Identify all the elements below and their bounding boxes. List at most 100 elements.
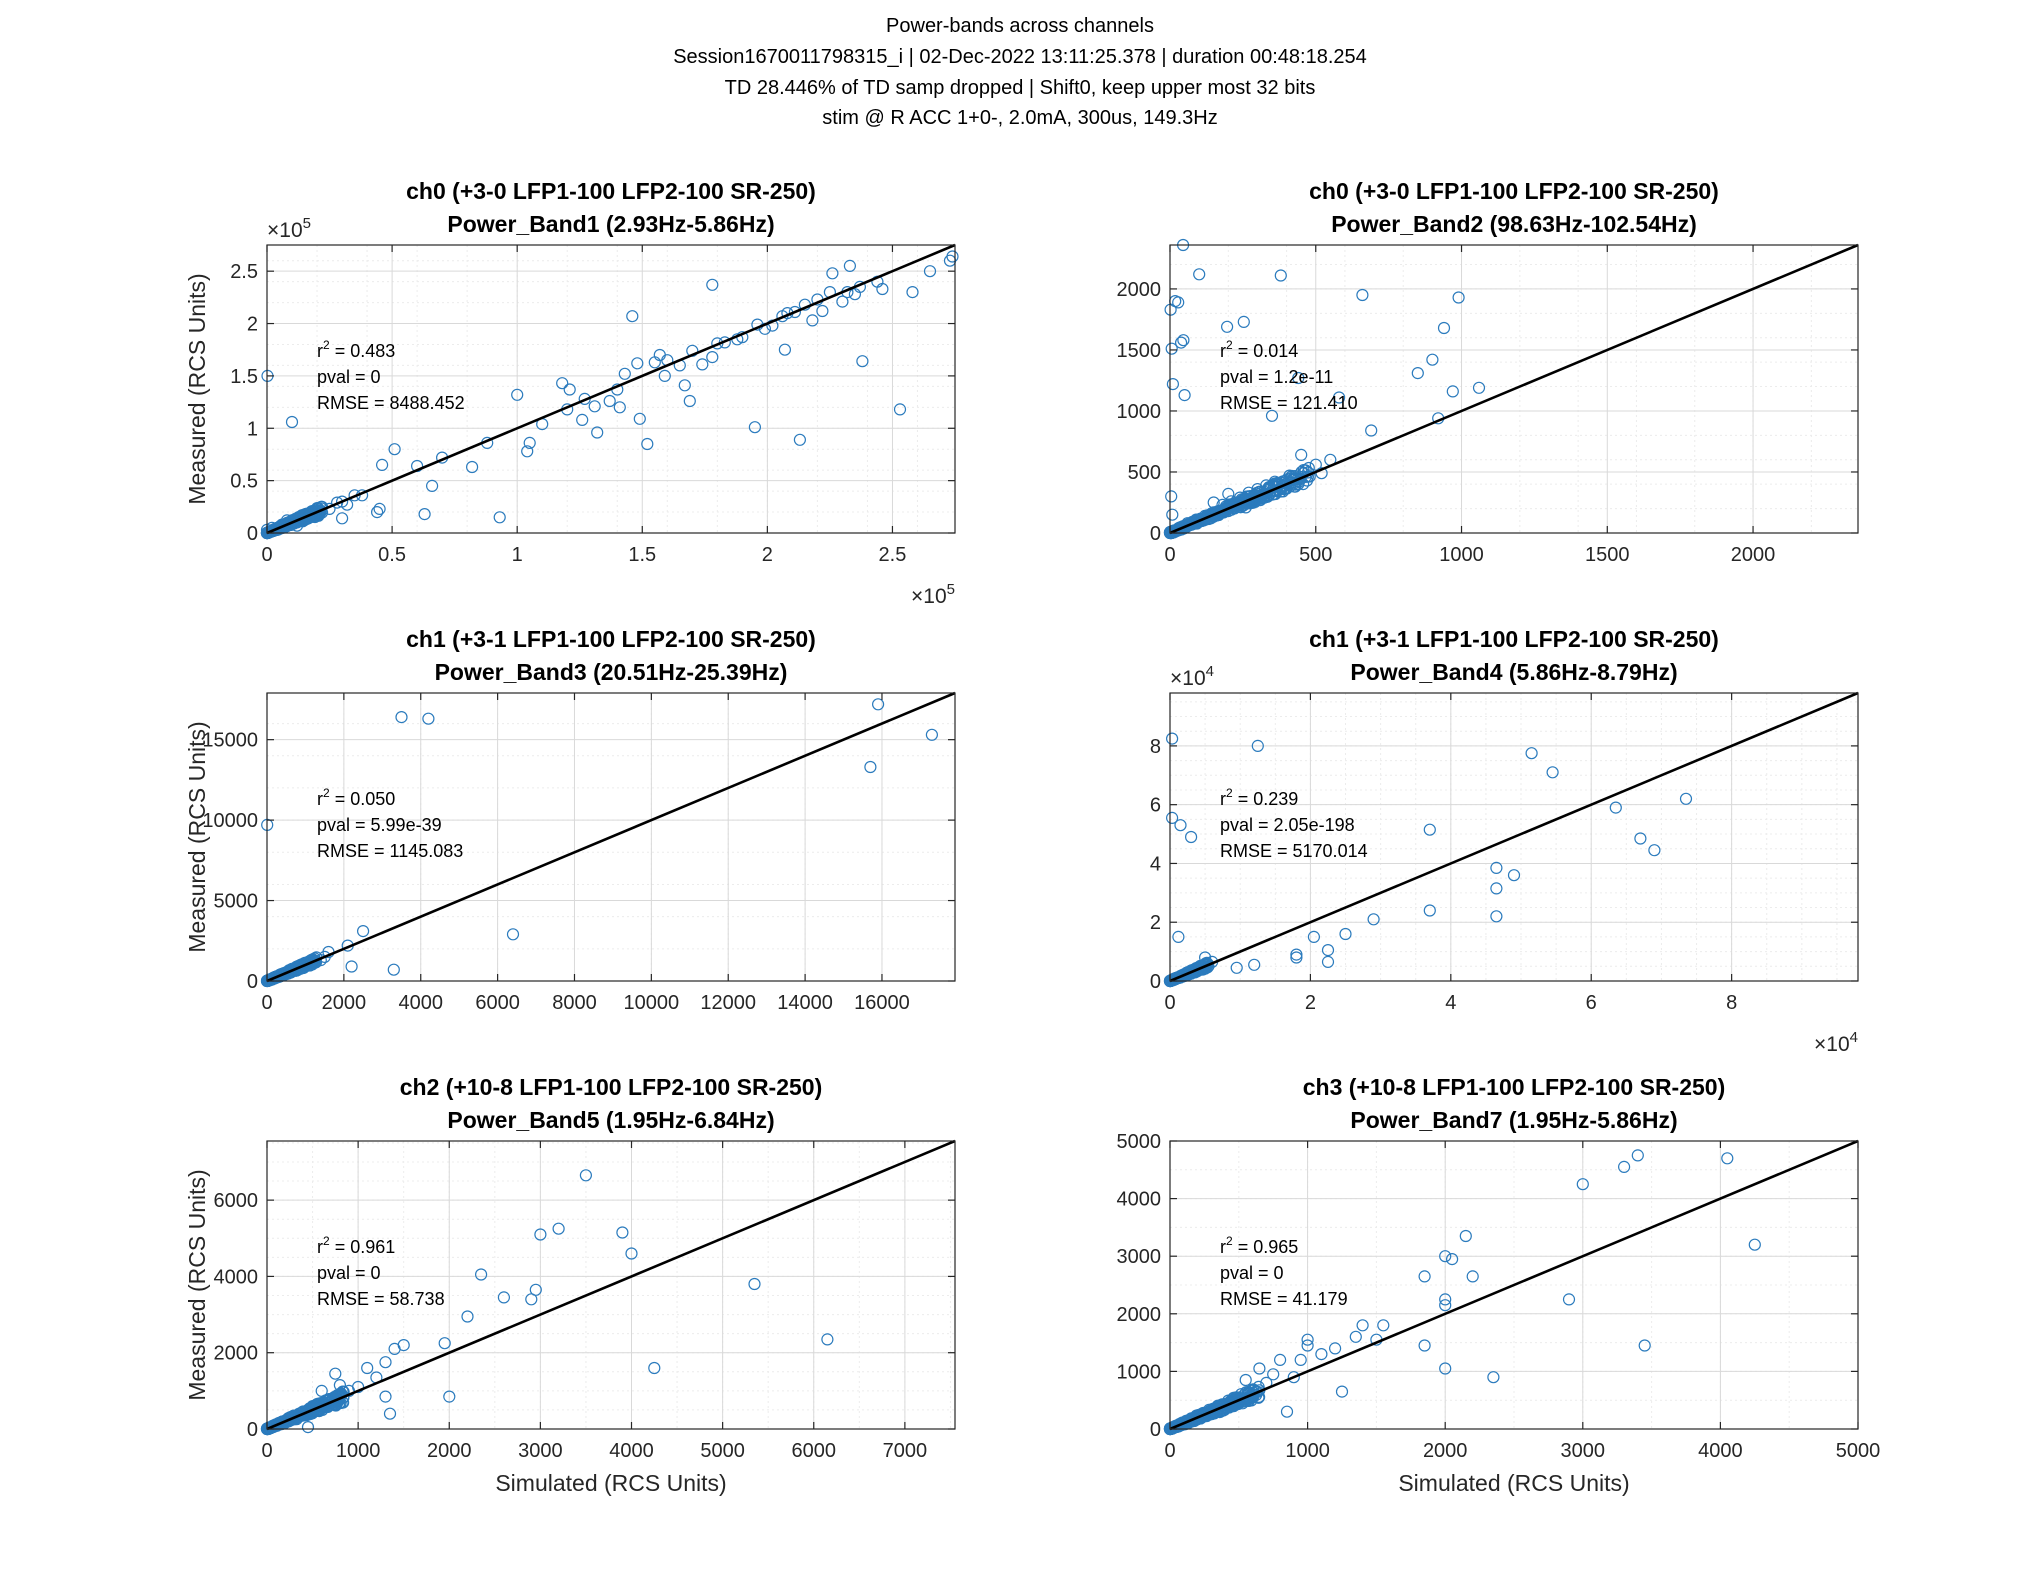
r-squared-annotation: r2 = 0.050 [317, 786, 395, 809]
data-point [418, 507, 431, 521]
x-axis-label: Simulated (RCS Units) [495, 1470, 726, 1496]
subplot: 0 1000 2000 3000 4000 5000 6000 7000 0 2000 4000 60… [184, 1074, 956, 1496]
data-point [1265, 409, 1279, 422]
major-grid [1170, 245, 1858, 533]
subplot: 0 2000 4000 6000 8000 10000 12000 14000 16000 0 50… [184, 626, 956, 1014]
x-tick-label: 7000 [883, 1440, 928, 1462]
data-point [696, 358, 709, 371]
data-point [658, 369, 671, 382]
axes-box [266, 692, 956, 982]
data-point [1237, 315, 1250, 328]
data-point [329, 1367, 342, 1380]
major-grid [267, 1141, 955, 1429]
data-point [1251, 483, 1264, 496]
y-tick-label: 3000 [1117, 1246, 1162, 1268]
subplot-title: Power_Band5 (1.95Hz-6.84Hz) [447, 1107, 774, 1133]
y-tick-label: 1.5 [230, 366, 258, 388]
data-point [563, 383, 576, 396]
pval-annotation: pval = 5.99e-39 [317, 815, 442, 835]
data-point [1290, 951, 1303, 964]
data-point [342, 1384, 356, 1398]
data-point [1283, 469, 1296, 482]
y-tick-label: 2000 [1117, 279, 1162, 301]
data-point [373, 502, 386, 515]
data-point [1490, 861, 1503, 875]
subplot-title: Power_Band4 (5.86Hz-8.79Hz) [1350, 659, 1677, 685]
data-point [1245, 1389, 1258, 1402]
data-point [1207, 496, 1220, 509]
data-point [1267, 1368, 1280, 1381]
r-squared-annotation: r2 = 0.961 [317, 1234, 395, 1257]
data-point [285, 415, 299, 429]
data-point [626, 310, 639, 323]
y-axis-label: Measured (RCS Units) [184, 273, 210, 504]
data-point [793, 433, 807, 446]
data-point [1423, 823, 1436, 836]
data-point [576, 413, 589, 426]
data-point [1321, 943, 1335, 957]
data-point [529, 1283, 542, 1296]
x-tick-label: 2 [1305, 992, 1316, 1014]
data-point [1166, 508, 1179, 521]
y-tick-label: 0 [1150, 1419, 1161, 1441]
x-tick-label: 1 [512, 544, 523, 566]
x-tick-label: 0 [261, 1440, 272, 1462]
data-point [1241, 495, 1254, 508]
y-axis-label: Measured (RCS Units) [184, 1169, 210, 1400]
fit-line [1169, 691, 1859, 983]
y-tick-label: 2 [1150, 912, 1161, 934]
data-point [1721, 1152, 1734, 1165]
data-point [1167, 973, 1180, 986]
y-exponent-label: ×104 [1170, 663, 1214, 690]
data-point [1222, 487, 1235, 500]
data-point [1165, 732, 1179, 745]
data-point [946, 250, 959, 263]
data-point [1576, 1178, 1589, 1191]
data-point [506, 928, 520, 941]
y-tick-label: 1000 [1117, 1361, 1162, 1383]
subplot-title: Power_Band3 (20.51Hz-25.39Hz) [435, 659, 788, 685]
data-point [1437, 321, 1451, 335]
figure-title-line: stim @ R ACC 1+0-, 2.0mA, 300us, 149.3Hz [822, 107, 1217, 129]
x-tick-label: 1.5 [628, 544, 656, 566]
subplot-title: ch3 (+10-8 LFP1-100 LFP2-100 SR-250) [1303, 1074, 1726, 1100]
data-point [1230, 961, 1243, 974]
ticks: 0 0.5 1 1.5 2 2.5 0 0.5 1 1.5 2 2.5 [230, 245, 955, 566]
y-tick-label: 1000 [1117, 401, 1162, 423]
major-grid [267, 245, 955, 533]
x-tick-label: 500 [1299, 544, 1332, 566]
data-point [361, 1361, 374, 1375]
x-tick-label: 2000 [1731, 544, 1776, 566]
data-point [397, 1338, 410, 1352]
data-point [778, 343, 792, 356]
data-point [461, 1310, 474, 1323]
data-point [616, 1226, 629, 1239]
subplot-title: Power_Band2 (98.63Hz-102.54Hz) [1331, 211, 1697, 237]
x-tick-label: 16000 [854, 992, 910, 1014]
y-tick-label: 0 [1150, 971, 1161, 993]
data-point [923, 265, 937, 278]
data-point [613, 401, 626, 414]
y-tick-label: 2000 [1117, 1304, 1162, 1326]
x-tick-label: 2000 [1423, 1440, 1468, 1462]
data-points [260, 1169, 834, 1436]
y-tick-label: 2000 [214, 1343, 259, 1365]
r-squared-annotation: r2 = 0.239 [1220, 786, 1298, 809]
data-point [1280, 1405, 1294, 1418]
data-point [678, 379, 691, 392]
data-point [443, 1390, 456, 1403]
ticks: 0 1000 2000 3000 4000 5000 0 1000 2000 3000 4000 50… [1117, 1131, 1881, 1462]
data-point [591, 426, 604, 439]
data-point [1507, 869, 1521, 882]
data-point [706, 351, 719, 364]
x-exponent-label: ×105 [911, 581, 955, 608]
axes-box [266, 1140, 956, 1430]
data-point [1220, 320, 1234, 333]
x-tick-label: 4000 [1698, 1440, 1743, 1462]
major-grid [267, 693, 955, 981]
fit-line [266, 243, 956, 535]
x-tick-label: 0.5 [378, 544, 406, 566]
y-tick-label: 4000 [1117, 1189, 1162, 1211]
data-point [631, 357, 644, 370]
